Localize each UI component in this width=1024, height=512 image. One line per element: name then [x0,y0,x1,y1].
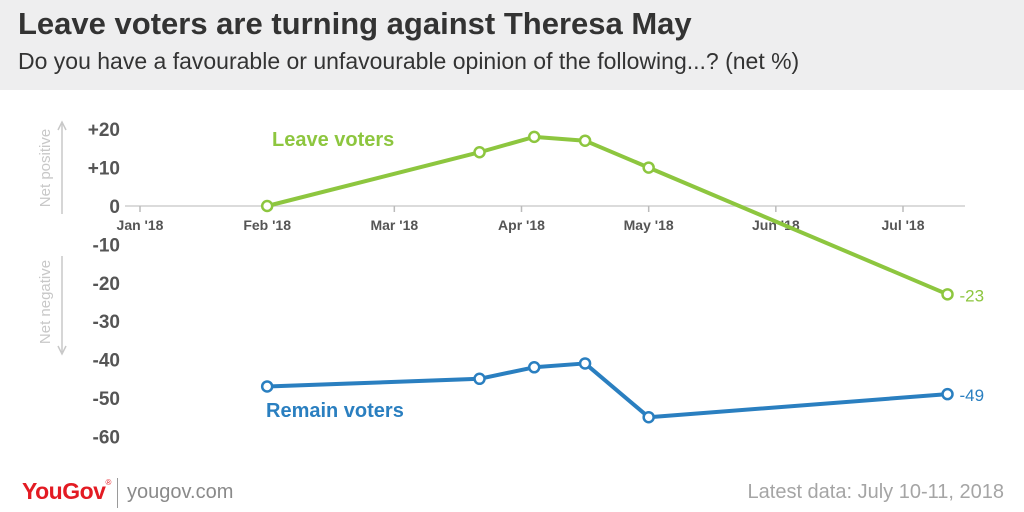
header-band: Leave voters are turning against Theresa… [0,0,1024,90]
chart-title: Leave voters are turning against Theresa… [18,6,692,41]
series-name-label: Leave voters [272,129,394,151]
data-point [473,372,486,386]
data-point [578,357,592,370]
x-tick-label: May '18 [624,217,674,233]
x-tick-label: Feb '18 [243,217,291,233]
end-value-label: -23 [960,286,985,305]
y-tick-label: -10 [93,235,120,256]
y-tick-label: +20 [88,120,120,141]
y-tick-label: +10 [88,159,120,180]
data-point [941,288,954,301]
y-label-positive: Net positive [37,129,54,207]
y-tick-label: -30 [93,312,120,333]
yougov-logo: YouGov® [22,478,111,504]
x-tick-label: Jan '18 [117,217,164,233]
footer-divider [117,478,118,508]
x-tick-label: Apr '18 [498,217,545,233]
data-point [578,134,592,147]
series-name-label: Remain voters [266,400,404,422]
arrow-down-icon [57,345,67,356]
series-line [265,361,950,420]
y-tick-label: -60 [93,427,120,448]
end-value-label: -49 [960,386,985,405]
footer-url: yougov.com [127,481,234,503]
series-line [265,134,950,297]
y-tick-label: -50 [93,389,120,410]
line-chart: +20 +10 0 -10 -20 -30 -40 -50 -60 Jan '18 Feb '18 M… [37,120,985,448]
y-tick-label: -20 [93,274,120,295]
arrow-up-icon [57,120,67,131]
x-tick-label: Jun '18 [752,217,800,233]
data-point [642,161,655,174]
data-point [260,199,274,213]
data-point [527,361,541,374]
x-tick-label: Mar '18 [370,217,418,233]
data-point [527,130,541,144]
y-tick-label: -40 [93,351,120,372]
y-label-negative: Net negative [37,260,54,344]
y-tick-label: 0 [109,197,120,218]
latest-data-note: Latest data: July 10-11, 2018 [747,481,1004,503]
chart-subtitle: Do you have a favourable or unfavourable… [18,48,800,74]
data-point [260,380,274,393]
data-point [473,145,486,159]
data-point [941,387,954,401]
data-point [642,410,655,424]
x-tick-label: Jul '18 [881,217,924,233]
